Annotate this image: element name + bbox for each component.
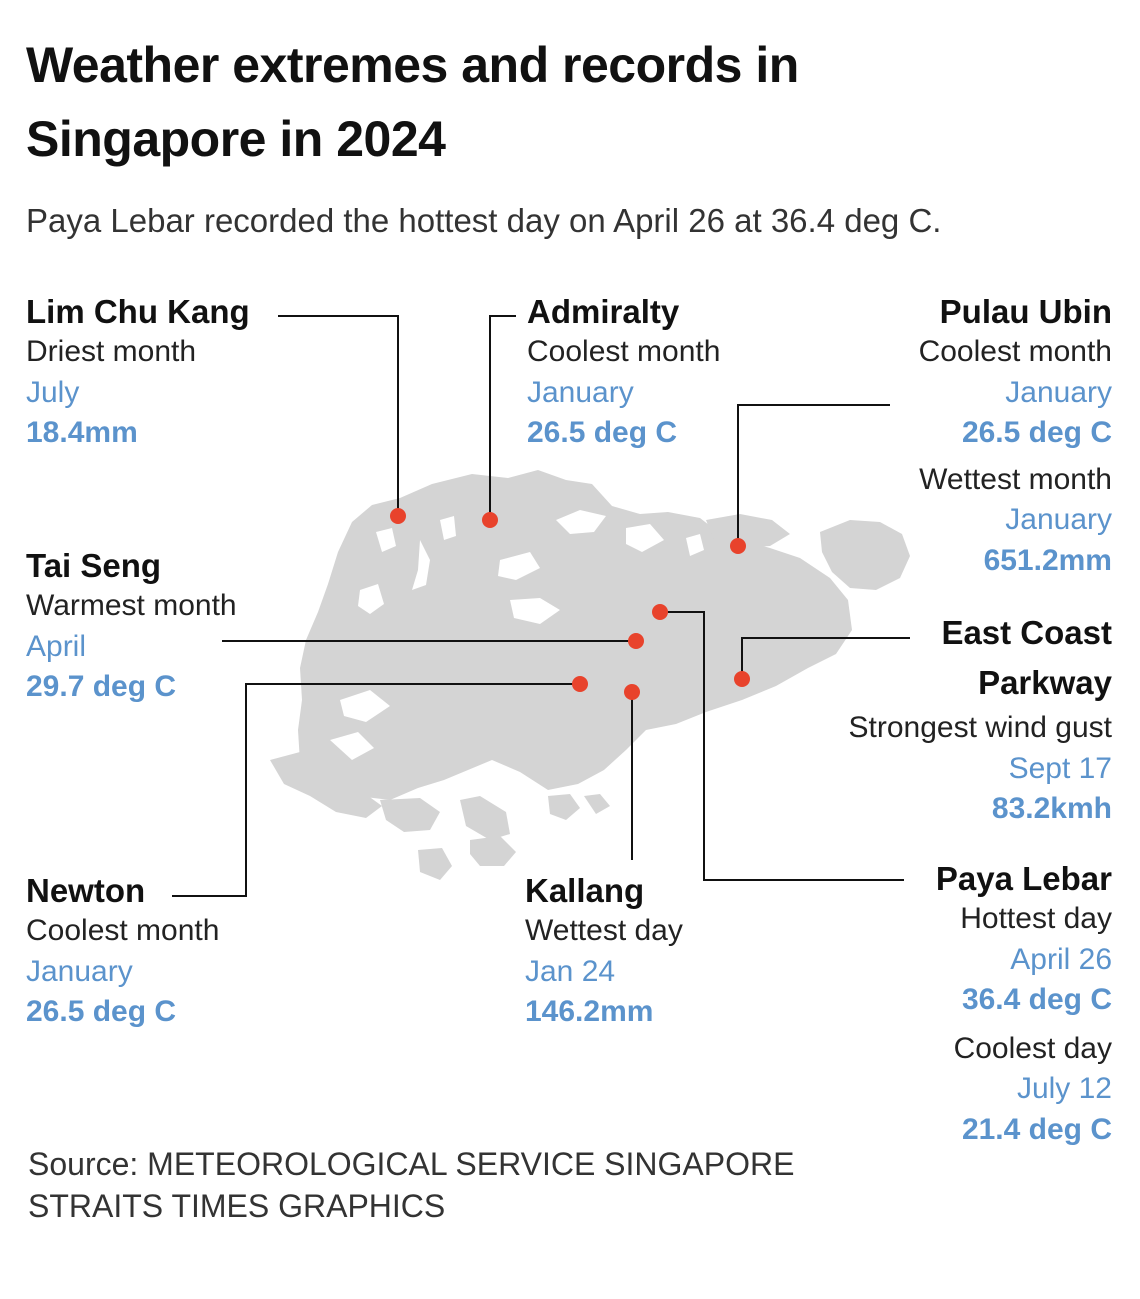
southern-island-4: [548, 794, 580, 820]
callout-newton: Newton Coolest month January 26.5 deg C: [26, 870, 219, 1033]
southern-island-6: [584, 794, 610, 814]
leader-line-pulau-ubin: [737, 404, 890, 546]
callout-date: Jan 24: [525, 954, 616, 988]
station-markers: [390, 508, 750, 700]
callout-value: 36.4 deg C: [961, 983, 1112, 1016]
footer-source: Source: METEOROLOGICAL SERVICE SINGAPORE…: [28, 1143, 794, 1227]
callout-date: January: [26, 954, 133, 988]
callout-label: Coolest month: [918, 335, 1112, 368]
callout-label: Wettest month: [919, 462, 1112, 496]
southern-island-2: [460, 796, 510, 840]
callout-value: 18.4mm: [26, 416, 138, 449]
marker-newton: [572, 676, 588, 692]
callout-paya-lebar: Paya Lebar Hottest day April 26 36.4 deg…: [936, 858, 1112, 1150]
marker-east-coast: [734, 671, 750, 687]
western-islands: [270, 752, 382, 818]
callout-admiralty: Admiralty Coolest month January 26.5 deg…: [527, 291, 720, 454]
callout-label: Hottest day: [960, 902, 1112, 935]
callout-date: Sept 17: [1008, 751, 1112, 785]
callout-label: Wettest day: [525, 914, 683, 947]
callout-date: April: [26, 629, 87, 663]
singapore-main-island: [298, 470, 852, 800]
pulau-tekong: [820, 520, 910, 590]
callout-value: 29.7 deg C: [26, 670, 177, 703]
page-subtitle: Paya Lebar recorded the hottest day on A…: [26, 202, 942, 239]
callout-value: 26.5 deg C: [26, 995, 177, 1028]
source-text: Source: METEOROLOGICAL SERVICE SINGAPORE: [28, 1146, 795, 1182]
leader-line-lim-chu-kang: [278, 315, 399, 516]
callout-kallang: Kallang Wettest day Jan 24 146.2mm: [525, 870, 683, 1033]
marker-pulau-ubin: [730, 538, 746, 554]
callout-label: Coolest month: [527, 335, 721, 368]
callout-date: April 26: [1010, 942, 1112, 976]
leader-line-paya-lebar: [660, 611, 904, 881]
callout-value: 83.2kmh: [991, 792, 1112, 825]
marker-admiralty: [482, 512, 498, 528]
marker-tai-seng: [628, 633, 644, 649]
callout-location: Pulau Ubin: [939, 293, 1112, 330]
reservoirs: [330, 510, 704, 760]
callout-value: 26.5 deg C: [527, 416, 678, 449]
marker-kallang: [624, 684, 640, 700]
leader-lines: [172, 315, 910, 897]
southern-island-3: [470, 836, 516, 866]
callout-value: 21.4 deg C: [961, 1112, 1112, 1146]
pulau-ubin: [706, 514, 790, 548]
callout-location: East Coast: [941, 614, 1112, 651]
callout-value: 26.5 deg C: [961, 416, 1112, 449]
marker-paya-lebar: [652, 604, 668, 620]
callout-date: July: [26, 375, 80, 409]
callout-location: Tai Seng: [26, 547, 162, 584]
callout-pulau-ubin: Pulau Ubin Coolest month January 26.5 de…: [919, 291, 1112, 581]
credit-text: STRAITS TIMES GRAPHICS: [28, 1188, 446, 1224]
callout-location: Parkway: [978, 664, 1112, 701]
callout-label: Driest month: [26, 335, 197, 368]
callout-east-coast-parkway: East Coast Parkway Strongest wind gust S…: [849, 608, 1112, 830]
leader-line-admiralty: [489, 315, 516, 520]
southern-island-1: [380, 798, 440, 832]
callout-date: January: [527, 375, 634, 409]
callout-tai-seng: Tai Seng Warmest month April 29.7 deg C: [26, 545, 237, 708]
callout-location: Newton: [26, 872, 146, 909]
callout-location: Kallang: [525, 872, 645, 909]
callout-label: Strongest wind gust: [848, 711, 1112, 744]
callout-date: July 12: [1016, 1072, 1112, 1105]
callout-label: Coolest month: [26, 914, 220, 947]
callout-date: January: [1005, 375, 1112, 409]
southern-island-5: [418, 848, 452, 880]
callout-location: Admiralty: [527, 293, 680, 330]
callout-lim-chu-kang: Lim Chu Kang Driest month July 18.4mm: [26, 291, 250, 454]
callout-location: Paya Lebar: [935, 860, 1112, 897]
marker-lim-chu-kang: [390, 508, 406, 524]
page-title: Weather extremes and records in Singapor…: [26, 37, 799, 167]
callout-value: 651.2mm: [983, 543, 1112, 577]
callout-label: Coolest day: [953, 1031, 1112, 1065]
callout-value: 146.2mm: [525, 995, 654, 1028]
callout-date: January: [1005, 503, 1112, 536]
callout-location: Lim Chu Kang: [26, 293, 250, 330]
callout-label: Warmest month: [26, 589, 237, 622]
leader-line-east-coast: [741, 637, 910, 679]
leader-line-newton: [172, 683, 580, 897]
